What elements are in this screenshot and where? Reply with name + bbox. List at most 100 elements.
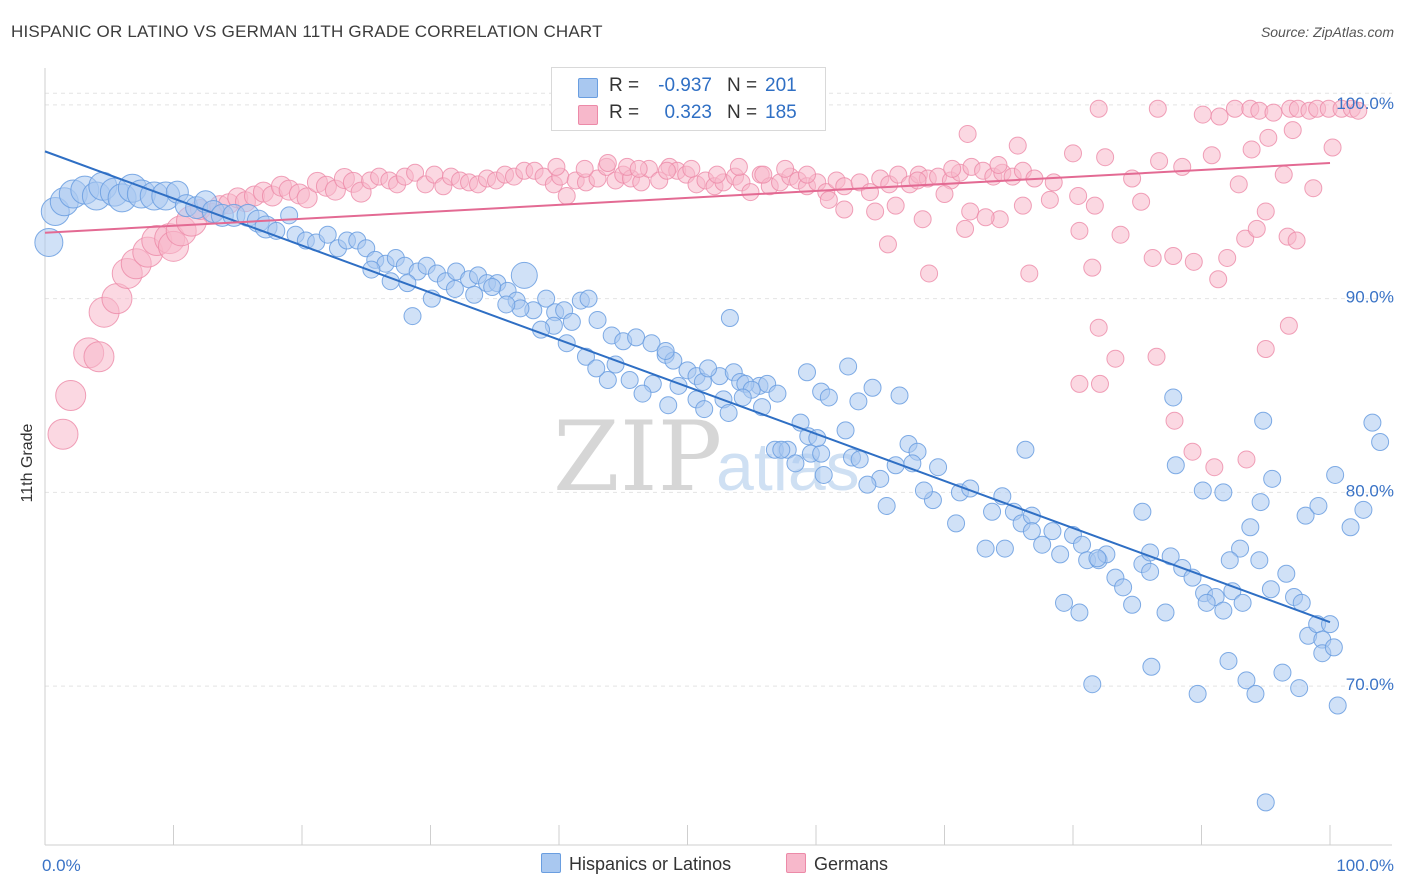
germans-point [1020, 264, 1039, 283]
stats-legend: R = -0.937 N = 201 R = 0.323 N = 185 [551, 67, 826, 131]
legend-swatch-blue [578, 78, 598, 98]
germans-point [741, 183, 760, 202]
germans-point [1069, 186, 1088, 205]
hispanics-point [1083, 675, 1102, 694]
hispanics-point [863, 378, 882, 397]
hispanics-point [1214, 601, 1233, 620]
hispanics-point [1363, 413, 1382, 432]
germans-point [1013, 196, 1032, 215]
hispanics-point [403, 307, 422, 326]
germans-point [1287, 231, 1306, 250]
hispanics-trendline [44, 150, 1331, 624]
germans-point [1264, 103, 1283, 122]
hispanics-point [1371, 433, 1390, 451]
germans-point [1205, 458, 1224, 477]
germans-point [682, 159, 701, 178]
hispanics-point [1254, 411, 1273, 430]
germans-point [1111, 225, 1130, 244]
legend-n-label: N = [727, 75, 758, 96]
hispanics-point [1296, 506, 1315, 525]
germans-point [1247, 219, 1266, 238]
hispanics-point [1220, 551, 1239, 570]
hispanics-point [699, 359, 718, 378]
hispanics-point [914, 481, 933, 500]
hispanics-points [34, 171, 1390, 812]
hispanics-point [627, 328, 646, 347]
hispanics-point [858, 475, 877, 494]
hispanics-point [1043, 522, 1062, 541]
hispanics-point [753, 398, 772, 417]
germans-point [1143, 248, 1162, 267]
germans-point [976, 208, 995, 227]
legend-row-hispanics: R = -0.937 N = 201 [552, 75, 825, 101]
germans-point [1259, 128, 1278, 147]
germans-point [1349, 101, 1368, 120]
hispanics-point [562, 312, 581, 331]
y-tick-label: 70.0% [1346, 675, 1394, 694]
germans-trendline [44, 162, 1331, 234]
hispanics-point [642, 334, 661, 353]
hispanics-point [1088, 549, 1107, 568]
hispanics-point [1197, 593, 1216, 612]
germans-point [889, 165, 908, 184]
hispanics-point [1250, 551, 1269, 570]
hispanics-point [1324, 638, 1343, 657]
hispanics-point [1231, 539, 1250, 558]
germans-point [1256, 340, 1275, 358]
germans-point [1148, 99, 1167, 118]
hispanics-point [1354, 500, 1373, 519]
hispanics-point [1328, 696, 1347, 715]
germans-point [1323, 138, 1342, 157]
hispanics-point [733, 388, 752, 407]
germans-point [1096, 148, 1115, 167]
hispanics-point [947, 514, 966, 533]
hispanics-point [1263, 469, 1282, 488]
hispanics-point [1188, 684, 1207, 703]
hispanics-point [1237, 671, 1256, 690]
hispanics-point [814, 465, 833, 484]
bottom-legend-hispanics: Hispanics or Latinos [541, 853, 731, 875]
hispanics-point [1214, 483, 1233, 502]
hispanics-point [1051, 545, 1070, 564]
axes [44, 68, 1392, 846]
hispanics-point [983, 502, 1002, 521]
bottom-legend-label-germans: Germans [814, 854, 889, 874]
y-tick-label: 80.0% [1346, 481, 1394, 500]
germans-point [296, 187, 318, 209]
germans-point [1090, 374, 1109, 393]
legend-n-value: 201 [765, 75, 797, 96]
hispanics-point [659, 396, 678, 415]
germans-point [1008, 136, 1027, 155]
germans-points [47, 99, 1368, 477]
hispanics-point [537, 289, 556, 308]
hispanics-point [1219, 651, 1238, 670]
germans-point [629, 159, 648, 178]
hispanics-point [1309, 496, 1328, 515]
germans-point [547, 157, 566, 176]
hispanics-point [720, 309, 739, 327]
germans-point [920, 264, 939, 283]
germans-point [55, 380, 87, 411]
germans-point [1236, 229, 1255, 248]
germans-point [575, 159, 594, 178]
hispanics-point [1022, 522, 1041, 541]
hispanics-point [768, 384, 787, 403]
germans-point [598, 154, 617, 172]
hispanics-point [786, 454, 805, 473]
hispanics-point [497, 295, 516, 314]
germans-point [1083, 258, 1102, 277]
germans-point [1150, 152, 1169, 171]
hispanics-point [579, 289, 598, 308]
hispanics-point [576, 347, 595, 366]
legend-row-germans: R = 0.323 N = 185 [552, 102, 825, 128]
germans-point [1283, 121, 1302, 140]
hispanics-point [1033, 535, 1052, 554]
germans-point [1209, 270, 1228, 289]
hispanics-point [877, 496, 896, 515]
hispanics-point [1241, 518, 1260, 537]
hispanics-point [620, 371, 639, 389]
hispanics-point [1321, 615, 1339, 634]
hispanics-point [1261, 580, 1280, 599]
germans-point [1064, 144, 1082, 163]
